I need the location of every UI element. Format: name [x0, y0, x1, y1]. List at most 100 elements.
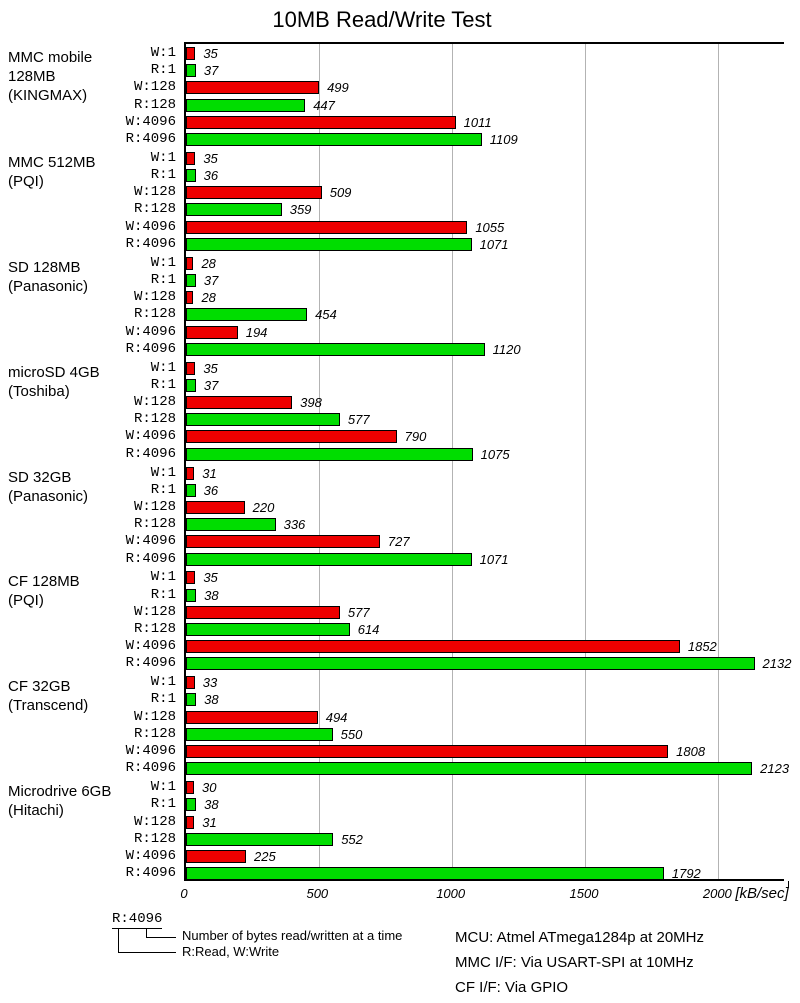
bar-row: W:128 28	[134, 290, 784, 305]
write-bar	[186, 781, 194, 795]
write-bar	[186, 220, 468, 234]
read-bar	[186, 622, 350, 636]
bar-row: W:1 33	[151, 675, 784, 691]
bar-row: W:128 31	[134, 815, 784, 829]
bar-value-label: 359	[289, 202, 312, 218]
x-axis-end-tick	[788, 881, 789, 888]
read-bar	[186, 98, 306, 112]
bar-row-label: R:4096	[125, 445, 176, 462]
bar-row: W:128 499	[134, 80, 784, 96]
bar-row: W:4096 194	[126, 325, 784, 339]
write-bar	[186, 466, 195, 480]
bar-row-label: R:4096	[125, 550, 176, 567]
bar-row-label: W:128	[133, 813, 176, 830]
bar-row: R:1 37	[151, 273, 784, 287]
read-bar	[186, 798, 197, 812]
bar-value-label: 38	[204, 692, 219, 708]
bar-row-label: R:128	[133, 306, 176, 323]
bar-value-label: 577	[347, 412, 370, 428]
bar-row: W:1 28	[151, 255, 784, 271]
legend-bracket-rw-line	[118, 929, 176, 953]
bar-row: R:1 38	[151, 797, 784, 812]
bar-row-label: R:1	[150, 691, 176, 708]
bar-row-label: W:4096	[125, 743, 176, 760]
bar-row-label: W:128	[133, 184, 176, 201]
bar-row-label: W:4096	[125, 113, 176, 130]
write-bar	[186, 256, 194, 270]
bar-value-label: 1011	[463, 114, 492, 130]
bar-row: W:4096 790	[126, 429, 784, 444]
bar-row-label: W:1	[150, 254, 176, 271]
bar-value-label: 35	[203, 360, 218, 376]
bar-row: W:128 577	[134, 604, 784, 620]
bar-row-label: W:128	[133, 394, 176, 411]
read-bar	[186, 203, 282, 217]
bar-value-label: 35	[203, 46, 218, 61]
bar-value-label: 1071	[479, 236, 509, 252]
bar-row: W:4096 1808	[126, 744, 784, 760]
bar-value-label: 1808	[676, 744, 706, 760]
read-bar	[186, 588, 197, 602]
read-bar	[186, 169, 196, 183]
bar-row: W:4096 1852	[126, 639, 784, 655]
read-bar	[186, 378, 196, 392]
bar-row-label: W:1	[150, 359, 176, 376]
bar-row: R:128 336	[134, 517, 784, 532]
bar-value-label: 36	[203, 168, 219, 184]
bar-row: W:1 35	[151, 570, 784, 585]
bar-value-label: 33	[202, 675, 218, 691]
bar-value-label: 31	[202, 465, 217, 481]
bar-value-label: 1792	[671, 866, 701, 882]
bar-row-label: W:1	[150, 45, 176, 61]
bar-row: W:1 31	[151, 465, 784, 481]
bar-row-label: R:128	[133, 96, 176, 113]
bar-value-label: 1109	[489, 132, 518, 147]
write-bar	[186, 815, 195, 829]
bar-value-label: 35	[203, 150, 218, 166]
write-bar	[186, 571, 196, 585]
bar-row: R:4096 1075	[126, 447, 784, 461]
read-bar	[186, 447, 473, 461]
bar-row-label: W:128	[133, 79, 176, 96]
info-block: MCU: Atmel ATmega1284p at 20MHz MMC I/F:…	[455, 925, 704, 1000]
info-cf-interface: CF I/F: Via GPIO	[455, 979, 569, 996]
gridline-1000	[451, 44, 453, 879]
read-bar	[186, 518, 276, 532]
bar-value-label: 1120	[492, 341, 521, 357]
bar-row: W:1 30	[151, 780, 784, 795]
group-label: Microdrive 6GB (Hitachi)	[8, 783, 112, 820]
bar-row-label: R:128	[133, 830, 176, 847]
bar-row-label: W:4096	[125, 323, 176, 340]
bar-row: R:4096 2123	[126, 761, 789, 776]
read-bar	[186, 657, 755, 671]
write-bar	[186, 115, 456, 129]
plot-area: W:1 35 R:1 37 W:128 499 R:128 447 W:4096 1011 R:40…	[126, 42, 791, 882]
info-mcu: MCU: Atmel ATmega1284p at 20MHz	[455, 929, 704, 946]
bar-value-label: 36	[203, 482, 219, 498]
bar-row-label: R:4096	[125, 340, 176, 357]
read-bar	[186, 342, 485, 356]
x-axis-tick-500: 500	[306, 886, 329, 901]
bar-row-label: R:1	[150, 376, 176, 393]
group-label: SD 128MB (Panasonic)	[8, 258, 89, 295]
write-bar	[186, 186, 322, 200]
bar-row: W:1 35	[151, 360, 784, 376]
bar-row: R:128 552	[134, 832, 784, 846]
bar-row: W:4096 1055	[126, 220, 784, 234]
chart-title: 10MB Read/Write Test	[272, 7, 492, 32]
bar-row: R:128 550	[134, 727, 784, 741]
bar-row-label: R:1	[150, 586, 176, 603]
write-bar	[186, 710, 318, 724]
bar-value-label: 225	[254, 848, 276, 864]
read-bar	[186, 64, 196, 78]
read-bar	[186, 867, 664, 881]
bar-value-label: 38	[204, 587, 219, 603]
bar-value-label: 577	[347, 604, 370, 620]
bar-row: R:1 37	[151, 63, 784, 78]
bar-row-label: R:4096	[125, 131, 176, 147]
x-axis-tick-0: 0	[180, 886, 188, 901]
bar-value-label: 499	[327, 80, 349, 96]
write-bar	[186, 500, 245, 514]
bar-value-label: 28	[201, 255, 216, 271]
bar-value-label: 1852	[687, 639, 717, 655]
